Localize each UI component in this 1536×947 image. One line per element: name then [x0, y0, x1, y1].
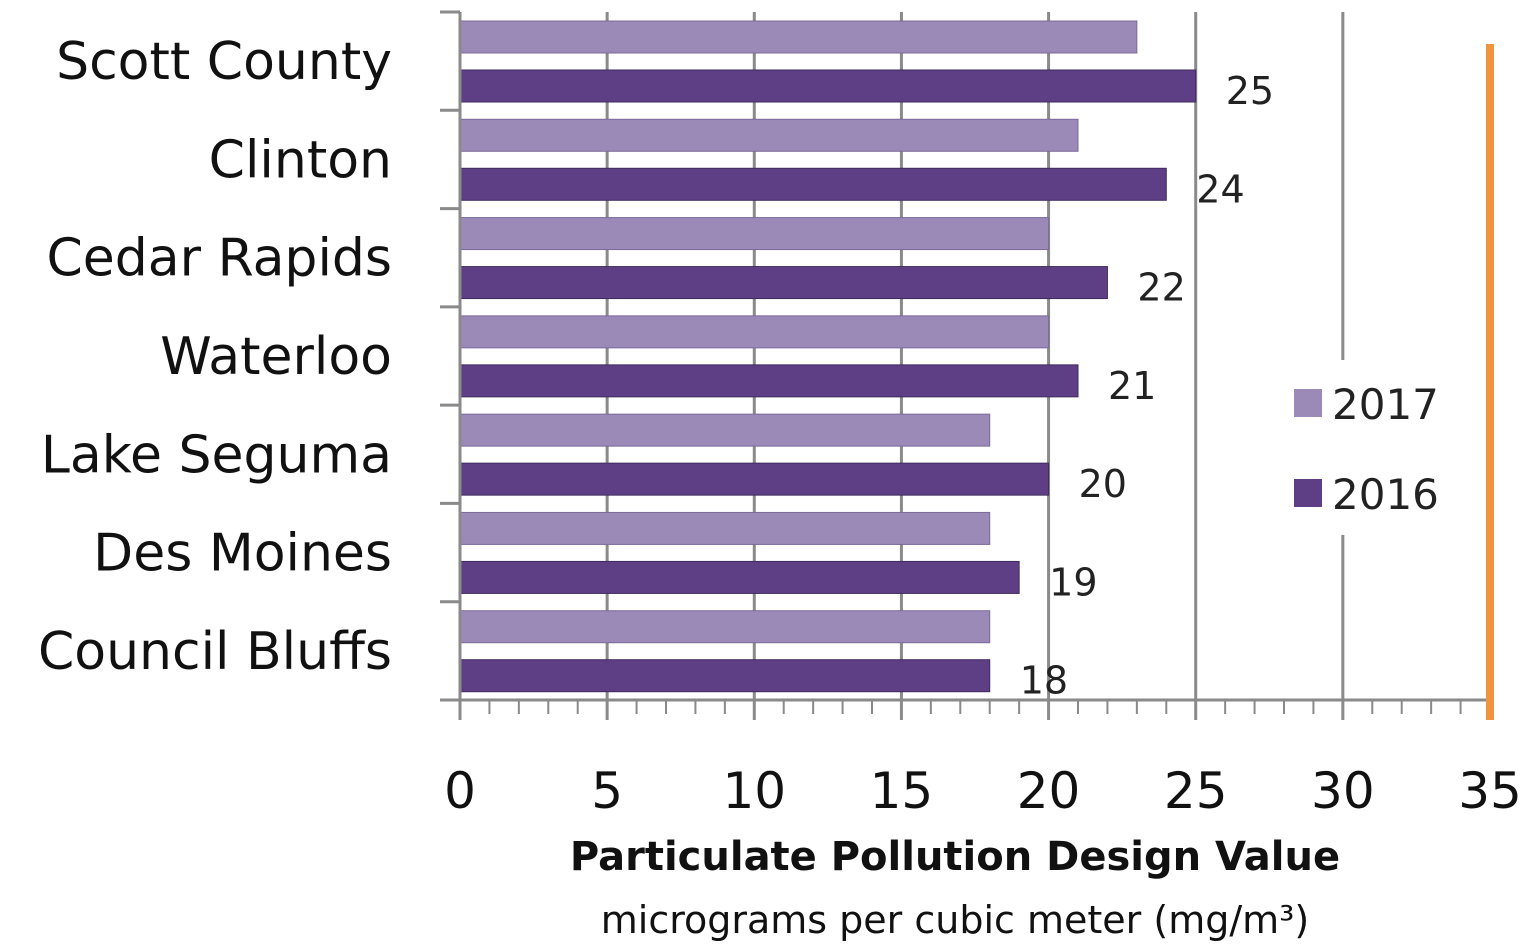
- data-label: 22: [1137, 266, 1185, 310]
- bars: [459, 20, 1197, 693]
- bar-2016: [459, 462, 1050, 496]
- bar-2016: [459, 266, 1108, 300]
- bar-2017: [459, 217, 1050, 251]
- x-tick-label: 35: [1458, 762, 1522, 820]
- bar-2016: [459, 167, 1167, 201]
- legend-label: 2016: [1332, 470, 1439, 519]
- data-label: 19: [1049, 560, 1097, 604]
- x-tick-label: 15: [870, 762, 934, 820]
- x-tick-label: 25: [1164, 762, 1228, 820]
- x-tick-label: 5: [591, 762, 623, 820]
- bar-2017: [459, 315, 1050, 349]
- gridlines: [605, 12, 1345, 700]
- bar-2017: [459, 610, 991, 644]
- data-label: 25: [1226, 69, 1274, 113]
- labels: 25 Scott County 24 Clinton 22 Cedar Rapids 21 W…: [38, 32, 1522, 820]
- data-label: 24: [1196, 167, 1244, 211]
- legend-label: 2017: [1332, 380, 1439, 429]
- bar-2017: [459, 118, 1079, 152]
- category-label: Council Bluffs: [38, 622, 392, 682]
- x-tick-label: 10: [722, 762, 786, 820]
- x-tick-label: 0: [444, 762, 476, 820]
- legend-swatch-2016: [1294, 479, 1322, 507]
- bar-2016: [459, 560, 1020, 594]
- legend: 2017 2016: [1284, 360, 1454, 535]
- x-tick-label: 30: [1311, 762, 1375, 820]
- bar-2017: [459, 20, 1138, 54]
- bar-2016: [459, 69, 1197, 103]
- x-tick-label: 20: [1017, 762, 1081, 820]
- data-label: 20: [1079, 462, 1127, 506]
- bar-2016: [459, 659, 991, 693]
- x-axis-title: Particulate Pollution Design Value: [570, 834, 1340, 880]
- bar-2016: [459, 364, 1079, 398]
- legend-swatch-2017: [1294, 389, 1322, 417]
- category-label: Cedar Rapids: [47, 229, 393, 289]
- category-label: Scott County: [56, 32, 392, 92]
- bar-2017: [459, 413, 991, 447]
- category-label: Waterloo: [160, 327, 392, 387]
- bar-2017: [459, 511, 991, 545]
- x-axis-subtitle: micrograms per cubic meter (mg/m³): [601, 898, 1309, 942]
- category-label: Clinton: [209, 130, 392, 190]
- category-label: Des Moines: [93, 524, 392, 584]
- category-label: Lake Seguma: [41, 425, 392, 485]
- data-label: 21: [1108, 364, 1156, 408]
- data-label: 18: [1020, 659, 1068, 703]
- axes: [440, 10, 1494, 720]
